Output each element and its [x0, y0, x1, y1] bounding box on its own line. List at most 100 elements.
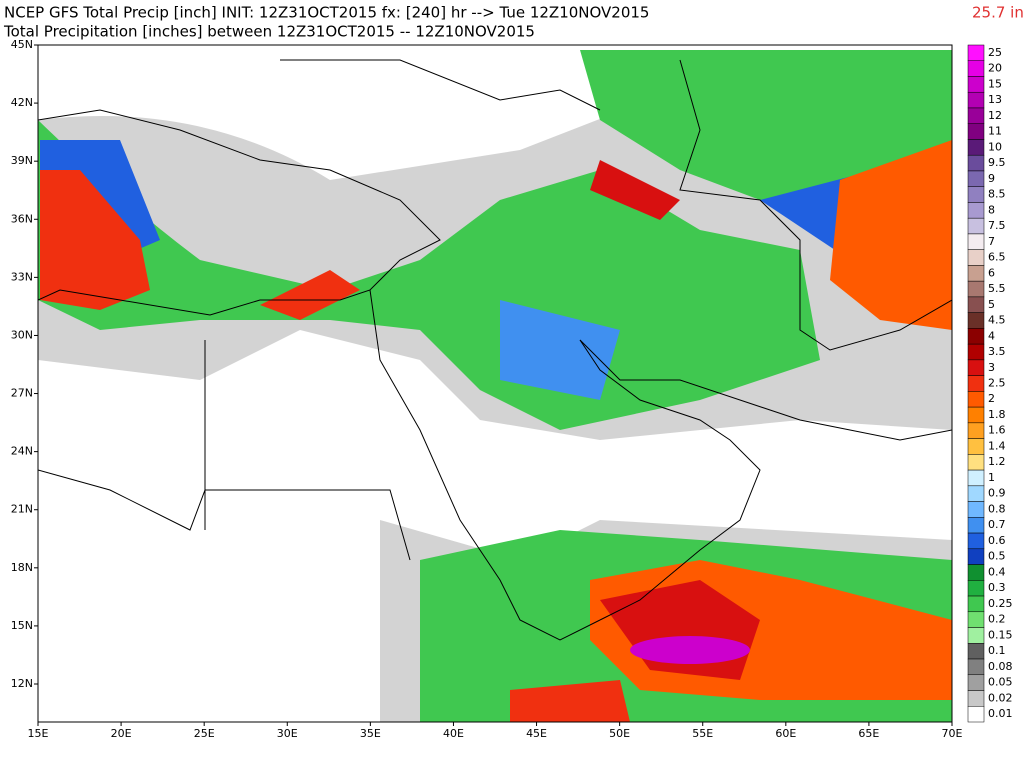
legend-label: 1.2 [988, 455, 1006, 468]
legend-label: 3.5 [988, 345, 1006, 358]
legend-swatch [967, 690, 985, 707]
legend-swatch [967, 107, 985, 124]
legend-label: 12 [988, 109, 1002, 122]
legend-label: 10 [988, 140, 1002, 153]
legend-label: 1 [988, 471, 995, 484]
legend-swatch [967, 706, 985, 723]
legend-swatch [967, 76, 985, 93]
legend-label: 0.1 [988, 644, 1006, 657]
legend-swatch [967, 123, 985, 140]
legend-label: 1.8 [988, 408, 1006, 421]
legend-label: 9 [988, 172, 995, 185]
legend-swatch [967, 501, 985, 518]
lon-label: 70E [942, 727, 963, 740]
legend-label: 2.5 [988, 377, 1006, 390]
legend-swatch [967, 249, 985, 266]
lon-label: 65E [858, 727, 879, 740]
legend-label: 0.25 [988, 597, 1013, 610]
legend-swatch [967, 438, 985, 455]
legend-swatch [967, 658, 985, 676]
legend-swatch [967, 154, 985, 172]
legend-swatch [967, 296, 985, 313]
lon-label: 20E [111, 727, 132, 740]
legend-swatch [967, 422, 985, 439]
legend-label: 1.6 [988, 424, 1006, 437]
legend-label: 8.5 [988, 188, 1006, 201]
legend-label: 0.8 [988, 502, 1006, 515]
lon-label: 45E [526, 727, 547, 740]
legend-swatch [967, 359, 985, 376]
legend-swatch [967, 611, 985, 628]
legend-swatch [967, 343, 985, 361]
legend-label: 1.4 [988, 439, 1006, 452]
legend-label: 7 [988, 235, 995, 248]
legend-label: 0.08 [988, 660, 1013, 673]
legend-swatch [967, 406, 985, 424]
lon-label: 40E [443, 727, 464, 740]
legend-swatch [967, 233, 985, 250]
lon-label: 35E [360, 727, 381, 740]
lon-label: 60E [775, 727, 796, 740]
legend-swatch [967, 217, 985, 235]
lat-label: 30N [11, 328, 33, 341]
legend-swatch [967, 595, 985, 613]
legend-swatch [967, 44, 985, 61]
legend-swatch [967, 375, 985, 392]
lat-label: 15N [11, 619, 33, 632]
legend-swatch [967, 280, 985, 298]
legend-swatch [967, 548, 985, 565]
legend-swatch [967, 469, 985, 487]
legend-label: 9.5 [988, 156, 1006, 169]
legend-swatch [967, 485, 985, 502]
max-value: 25.7 in [972, 4, 1024, 22]
legend-label: 0.3 [988, 581, 1006, 594]
map-frame [37, 44, 953, 723]
header-line1: NCEP GFS Total Precip [inch] INIT: 12Z31… [4, 4, 649, 22]
legend-label: 8 [988, 203, 995, 216]
legend-swatch [967, 643, 985, 660]
legend-label: 13 [988, 93, 1002, 106]
legend-swatch [967, 454, 985, 471]
legend-label: 5.5 [988, 282, 1006, 295]
lon-label: 30E [277, 727, 298, 740]
legend-label: 15 [988, 77, 1002, 90]
legend-swatch [967, 265, 985, 282]
legend-swatch [967, 674, 985, 691]
lat-label: 39N [11, 154, 33, 167]
lat-label: 27N [11, 387, 33, 400]
map-field [38, 45, 952, 722]
legend-swatch [967, 580, 985, 597]
legend-swatch [967, 391, 985, 408]
lat-label: 18N [11, 561, 33, 574]
legend-label: 0.7 [988, 518, 1006, 531]
legend-label: 6 [988, 266, 995, 279]
legend-swatch [967, 170, 985, 187]
lat-label: 12N [11, 677, 33, 690]
legend-swatch [967, 139, 985, 156]
lon-label: 50E [609, 727, 630, 740]
legend-label: 7.5 [988, 219, 1006, 232]
header-line2: Total Precipitation [inches] between 12Z… [3, 23, 535, 41]
legend-swatch [967, 91, 985, 109]
legend-label: 0.2 [988, 613, 1006, 626]
lon-label: 25E [194, 727, 215, 740]
legend-label: 0.6 [988, 534, 1006, 547]
lat-label: 33N [11, 270, 33, 283]
legend-swatch [967, 627, 985, 644]
legend-label: 0.01 [988, 707, 1013, 720]
lat-label: 36N [11, 212, 33, 225]
legend-swatch [967, 60, 985, 77]
legend-label: 0.05 [988, 676, 1013, 689]
legend-label: 0.5 [988, 550, 1006, 563]
legend-label: 4 [988, 329, 995, 342]
legend-swatch [967, 564, 985, 581]
legend-label: 11 [988, 125, 1002, 138]
legend-label: 0.4 [988, 565, 1006, 578]
lat-label: 24N [11, 445, 33, 458]
legend-label: 3 [988, 361, 995, 374]
legend-swatch [967, 186, 985, 203]
legend-label: 4.5 [988, 314, 1006, 327]
legend-label: 0.15 [988, 628, 1013, 641]
